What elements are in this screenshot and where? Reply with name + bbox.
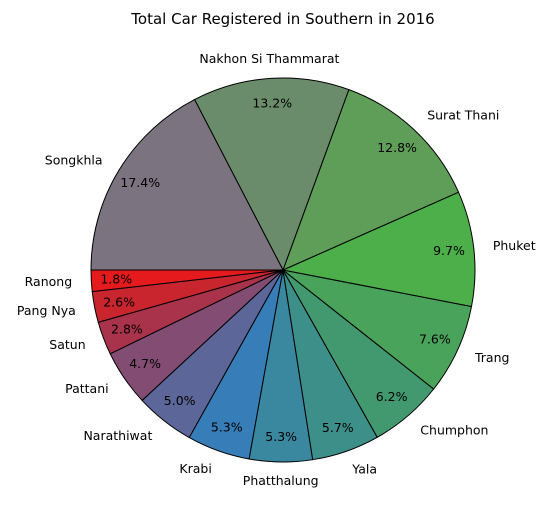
chart-title: Total Car Registered in Southern in 2016 <box>130 10 434 28</box>
pie-category-label: Phuket <box>493 238 536 253</box>
pie-labels: 1.8% Ranong 2.6% Pang Nya 2.8% Satun 4.7% Patta… <box>17 51 536 488</box>
pie-slice-songkhla <box>90 98 284 271</box>
pie-percent-label: 13.2% <box>252 95 292 110</box>
pie-category-label: Ranong <box>25 274 73 289</box>
pie-percent-label: 7.6% <box>419 332 451 347</box>
pie-percent-label: 5.3% <box>211 419 243 434</box>
pie-slice-phuket <box>281 191 476 308</box>
pie-percent-label: 17.4% <box>120 175 160 190</box>
pie-category-label: Pattani <box>65 381 109 396</box>
pie-category-label: Yala <box>351 462 377 477</box>
pie-category-label: Trang <box>474 350 509 365</box>
pie-category-label: Surat Thani <box>427 108 499 123</box>
pie-percent-label: 2.8% <box>111 321 143 336</box>
pie-percent-label: 5.7% <box>322 420 354 435</box>
pie-percent-label: 1.8% <box>100 271 132 286</box>
pie-percent-label: 4.7% <box>129 356 161 371</box>
pie-category-label: Songkhla <box>45 152 103 167</box>
pie-category-label: Phatthalung <box>243 473 319 488</box>
pie-category-label: Krabi <box>179 461 211 476</box>
pie-percent-label: 9.7% <box>433 243 465 258</box>
pie-category-label: Pang Nya <box>17 303 76 318</box>
pie-percent-label: 12.8% <box>377 140 417 155</box>
pie-slice-surat-thani <box>282 88 460 271</box>
pie-percent-label: 2.6% <box>103 294 135 309</box>
pie-category-label: Nakhon Si Thammarat <box>199 51 339 66</box>
pie-slice-nakhon-si-thammarat <box>193 77 350 272</box>
pie-category-label: Chumphon <box>420 422 488 437</box>
pie-percent-label: 6.2% <box>376 389 408 404</box>
pie-slices <box>90 77 476 463</box>
pie-category-label: Narathiwat <box>83 428 152 443</box>
pie-percent-label: 5.0% <box>164 393 196 408</box>
pie-percent-label: 5.3% <box>265 429 297 444</box>
pie-category-label: Satun <box>49 337 85 352</box>
